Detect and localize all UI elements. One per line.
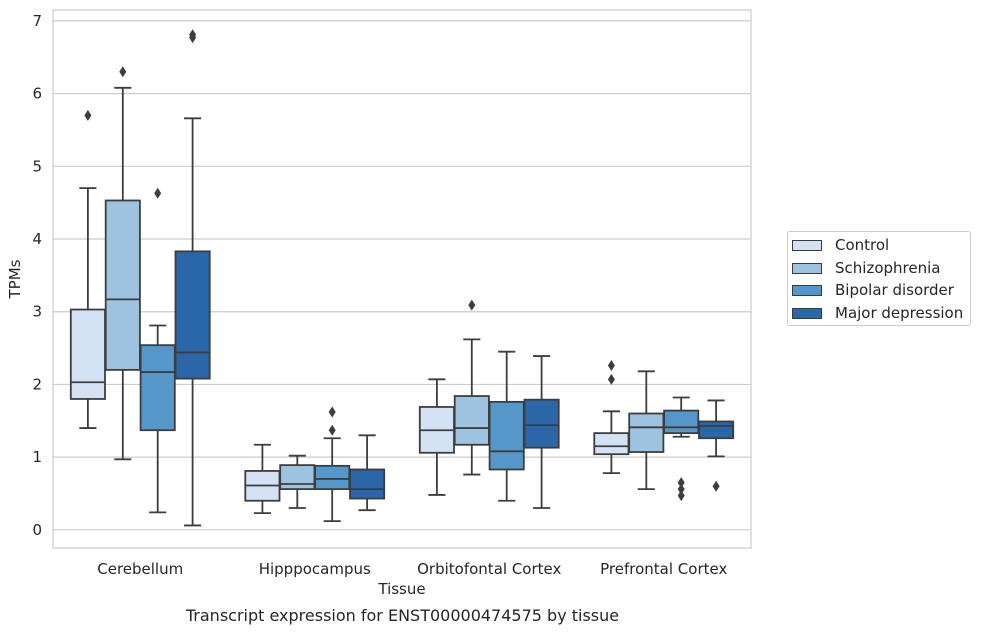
legend-swatch-schizophrenia bbox=[792, 262, 822, 274]
legend-label-control: Control bbox=[835, 236, 890, 254]
outlier-point bbox=[468, 299, 476, 311]
legend-item-control: Control bbox=[792, 235, 889, 255]
box-iqr bbox=[628, 412, 665, 453]
box-iqr bbox=[523, 398, 560, 449]
outlier-point bbox=[677, 483, 685, 495]
x-tick-labels: Cerebellum Hipppocampus Orbitofontal Corte… bbox=[97, 560, 727, 578]
box-iqr bbox=[453, 395, 490, 446]
plot-frame bbox=[52, 9, 752, 549]
legend-label-bipolar-disorder: Bipolar disorder bbox=[835, 281, 954, 299]
y-axis-label: TPMs bbox=[6, 259, 24, 299]
y-tick-label: 5 bbox=[32, 157, 42, 175]
box-plot bbox=[523, 355, 560, 509]
outlier-point bbox=[119, 66, 127, 78]
box-plot bbox=[174, 29, 211, 527]
outlier-point bbox=[328, 406, 336, 418]
outlier-point bbox=[677, 477, 685, 489]
y-tick-label: 4 bbox=[32, 230, 42, 248]
x-tick-label: Hipppocampus bbox=[259, 560, 371, 578]
outlier-point bbox=[607, 373, 615, 385]
outlier-point bbox=[607, 360, 615, 372]
legend-swatch-bipolar-disorder bbox=[792, 284, 822, 296]
outlier-point bbox=[712, 480, 720, 492]
boxes bbox=[69, 29, 735, 527]
y-tick-label: 2 bbox=[32, 375, 42, 393]
y-tick-label: 1 bbox=[32, 448, 42, 466]
outlier-point bbox=[677, 490, 685, 502]
box-iqr bbox=[593, 432, 630, 456]
x-tick-label: Orbitofontal Cortex bbox=[417, 560, 561, 578]
y-tick-labels: 0 1 2 3 4 5 6 7 bbox=[32, 12, 42, 539]
box-plot bbox=[349, 434, 386, 512]
legend-item-schizophrenia: Schizophrenia bbox=[792, 258, 940, 278]
box-plot bbox=[139, 187, 176, 514]
box-plot bbox=[244, 443, 281, 515]
box-iqr bbox=[488, 400, 525, 471]
y-tick-label: 6 bbox=[32, 85, 42, 103]
legend-swatch-major-depression bbox=[792, 307, 822, 319]
box-plot bbox=[663, 396, 700, 502]
grid-lines bbox=[53, 20, 751, 531]
box-iqr bbox=[698, 420, 735, 440]
legend-swatch-control bbox=[792, 239, 822, 251]
y-tick-label: 7 bbox=[32, 12, 42, 30]
outlier-point bbox=[154, 187, 162, 199]
box-plot bbox=[453, 299, 490, 476]
outlier-point bbox=[328, 424, 336, 436]
outlier-point bbox=[84, 109, 92, 121]
x-tick-label: Prefrontal Cortex bbox=[600, 560, 727, 578]
outlier-point bbox=[189, 29, 197, 41]
y-tick-label: 3 bbox=[32, 303, 42, 321]
box-iqr bbox=[174, 250, 211, 380]
legend-item-major-depression: Major depression bbox=[792, 303, 963, 323]
box-plot bbox=[69, 109, 106, 429]
box-plot bbox=[488, 350, 525, 502]
legend-item-bipolar-disorder: Bipolar disorder bbox=[792, 280, 954, 300]
y-tick-label: 0 bbox=[32, 521, 42, 539]
legend-label-major-depression: Major depression bbox=[835, 304, 964, 322]
box-iqr bbox=[279, 464, 316, 491]
box-plot bbox=[698, 399, 735, 492]
box-plot bbox=[104, 66, 141, 461]
box-iqr bbox=[349, 468, 386, 500]
box-iqr bbox=[139, 344, 176, 432]
box-iqr bbox=[663, 409, 700, 435]
legend-label-schizophrenia: Schizophrenia bbox=[835, 259, 941, 277]
x-tick-label: Cerebellum bbox=[97, 560, 183, 578]
x-axis-label: Tissue bbox=[377, 580, 425, 598]
legend: Control Schizophrenia Bipolar disorder M… bbox=[787, 231, 971, 326]
box-plot bbox=[628, 370, 665, 491]
box-iqr bbox=[314, 464, 351, 491]
box-iqr bbox=[69, 308, 106, 400]
chart-title: Transcript expression for ENST0000047457… bbox=[185, 606, 620, 625]
box-plot bbox=[279, 454, 316, 509]
box-iqr bbox=[104, 199, 141, 371]
